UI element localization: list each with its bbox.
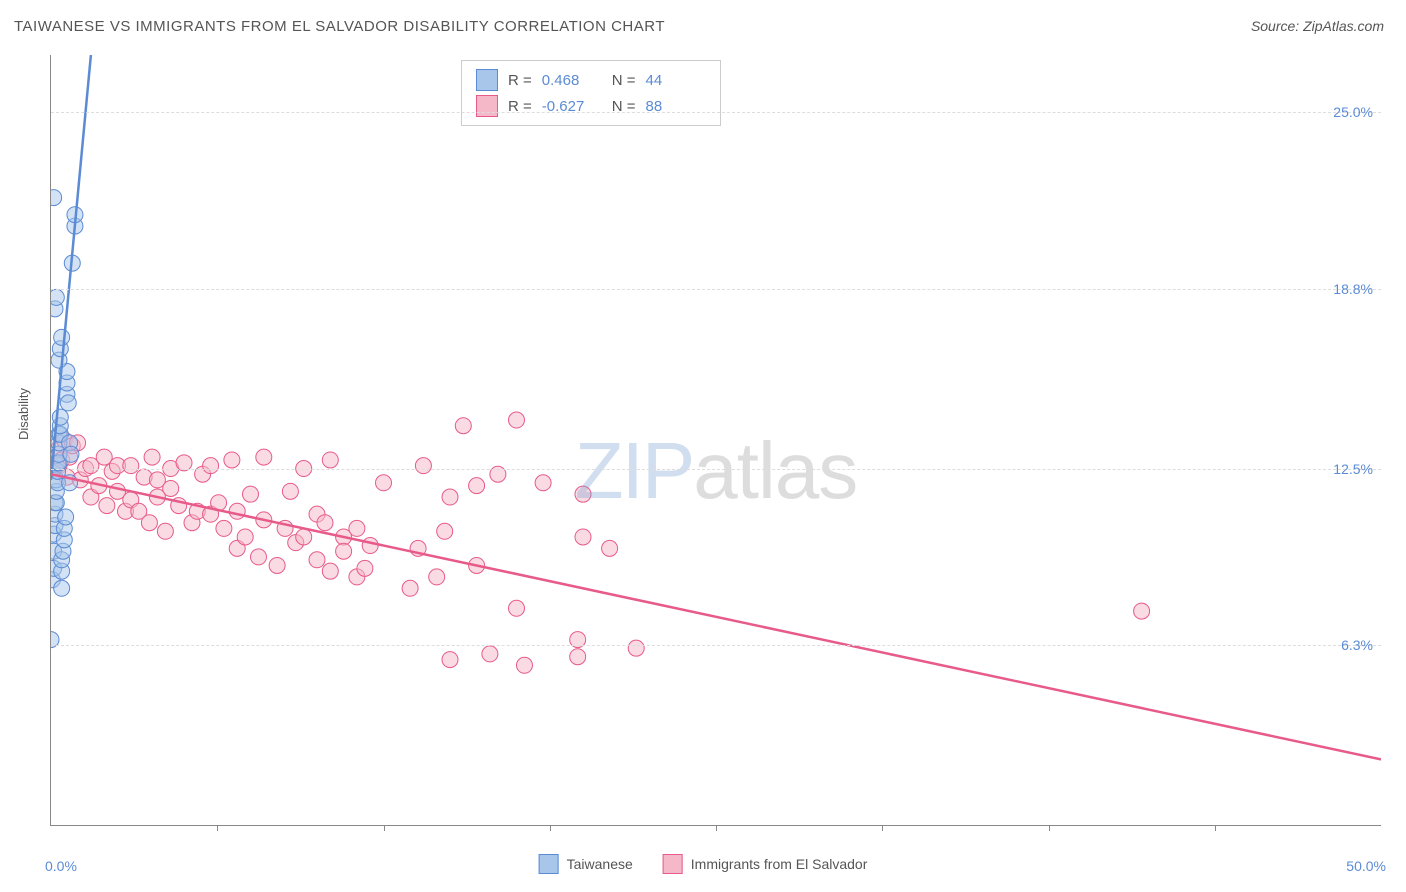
stat-n-label-1: N =: [612, 72, 636, 89]
scatter-point-series2: [322, 452, 338, 468]
legend-item-series1: Taiwanese: [539, 854, 633, 874]
scatter-point-series2: [402, 580, 418, 596]
scatter-point-series2: [322, 563, 338, 579]
scatter-point-series1: [51, 190, 62, 206]
scatter-point-series2: [362, 538, 378, 554]
scatter-point-series2: [482, 646, 498, 662]
scatter-point-series2: [429, 569, 445, 585]
scatter-plot-svg: [51, 55, 1381, 825]
chart-container: TAIWANESE VS IMMIGRANTS FROM EL SALVADOR…: [0, 0, 1406, 892]
scatter-point-series2: [99, 498, 115, 514]
scatter-point-series2: [376, 475, 392, 491]
scatter-point-series2: [415, 458, 431, 474]
gridline-h: [51, 469, 1381, 470]
scatter-point-series2: [516, 657, 532, 673]
x-tick: [1215, 825, 1216, 831]
gridline-h: [51, 289, 1381, 290]
x-tick: [217, 825, 218, 831]
scatter-point-series2: [442, 652, 458, 668]
plot-area: ZIPatlas R = 0.468 N = 44 R = -0.627 N =…: [50, 55, 1381, 826]
stat-r-value-1: 0.468: [542, 72, 602, 89]
scatter-point-series2: [250, 549, 266, 565]
bottom-legend: Taiwanese Immigrants from El Salvador: [539, 854, 868, 874]
scatter-point-series1: [63, 446, 79, 462]
scatter-point-series2: [144, 449, 160, 465]
x-axis-max-label: 50.0%: [1346, 858, 1386, 874]
scatter-point-series2: [256, 449, 272, 465]
scatter-point-series2: [442, 489, 458, 505]
stat-swatch-series1: [476, 69, 498, 91]
stat-swatch-series2: [476, 95, 498, 117]
scatter-point-series2: [229, 503, 245, 519]
legend-swatch-series2: [663, 854, 683, 874]
scatter-point-series1: [54, 580, 70, 596]
scatter-point-series2: [437, 523, 453, 539]
y-tick-label: 18.8%: [1333, 281, 1373, 297]
scatter-point-series2: [535, 475, 551, 491]
scatter-point-series1: [51, 289, 64, 305]
trend-line-series1: [51, 55, 91, 480]
scatter-point-series2: [349, 520, 365, 536]
scatter-point-series2: [455, 418, 471, 434]
scatter-point-series2: [141, 515, 157, 531]
scatter-point-series2: [203, 458, 219, 474]
scatter-point-series1: [54, 329, 70, 345]
scatter-point-series2: [357, 560, 373, 576]
legend-item-series2: Immigrants from El Salvador: [663, 854, 868, 874]
scatter-point-series1: [52, 409, 68, 425]
stat-row-series2: R = -0.627 N = 88: [476, 93, 706, 119]
scatter-point-series2: [123, 458, 139, 474]
scatter-point-series2: [570, 649, 586, 665]
scatter-point-series2: [602, 540, 618, 556]
scatter-point-series2: [1134, 603, 1150, 619]
scatter-point-series2: [336, 543, 352, 559]
scatter-point-series2: [575, 486, 591, 502]
y-tick-label: 12.5%: [1333, 461, 1373, 477]
scatter-point-series2: [216, 520, 232, 536]
scatter-point-series2: [296, 529, 312, 545]
scatter-point-series2: [282, 483, 298, 499]
scatter-point-series1: [58, 509, 74, 525]
stat-r-label-1: R =: [508, 72, 532, 89]
legend-swatch-series1: [539, 854, 559, 874]
scatter-point-series2: [269, 557, 285, 573]
source-attribution: Source: ZipAtlas.com: [1251, 18, 1384, 34]
scatter-point-series2: [224, 452, 240, 468]
scatter-point-series2: [243, 486, 259, 502]
scatter-point-series2: [163, 480, 179, 496]
y-tick-label: 6.3%: [1341, 637, 1373, 653]
correlation-stat-box: R = 0.468 N = 44 R = -0.627 N = 88: [461, 60, 721, 126]
chart-title: TAIWANESE VS IMMIGRANTS FROM EL SALVADOR…: [14, 18, 665, 35]
x-tick: [384, 825, 385, 831]
scatter-point-series1: [60, 395, 76, 411]
trend-line-series2: [51, 474, 1381, 759]
gridline-h: [51, 112, 1381, 113]
scatter-point-series2: [237, 529, 253, 545]
x-tick: [550, 825, 551, 831]
legend-label-series1: Taiwanese: [567, 856, 633, 872]
y-tick-label: 25.0%: [1333, 104, 1373, 120]
x-axis-min-label: 0.0%: [45, 858, 77, 874]
y-axis-label: Disability: [16, 388, 31, 440]
stat-row-series1: R = 0.468 N = 44: [476, 67, 706, 93]
gridline-h: [51, 645, 1381, 646]
stat-n-value-1: 44: [646, 72, 706, 89]
scatter-point-series2: [628, 640, 644, 656]
scatter-point-series2: [575, 529, 591, 545]
scatter-point-series2: [509, 412, 525, 428]
x-tick: [1049, 825, 1050, 831]
scatter-point-series2: [309, 552, 325, 568]
legend-label-series2: Immigrants from El Salvador: [691, 856, 868, 872]
x-tick: [716, 825, 717, 831]
scatter-point-series2: [317, 515, 333, 531]
scatter-point-series2: [509, 600, 525, 616]
scatter-point-series2: [469, 478, 485, 494]
scatter-point-series2: [157, 523, 173, 539]
x-tick: [882, 825, 883, 831]
